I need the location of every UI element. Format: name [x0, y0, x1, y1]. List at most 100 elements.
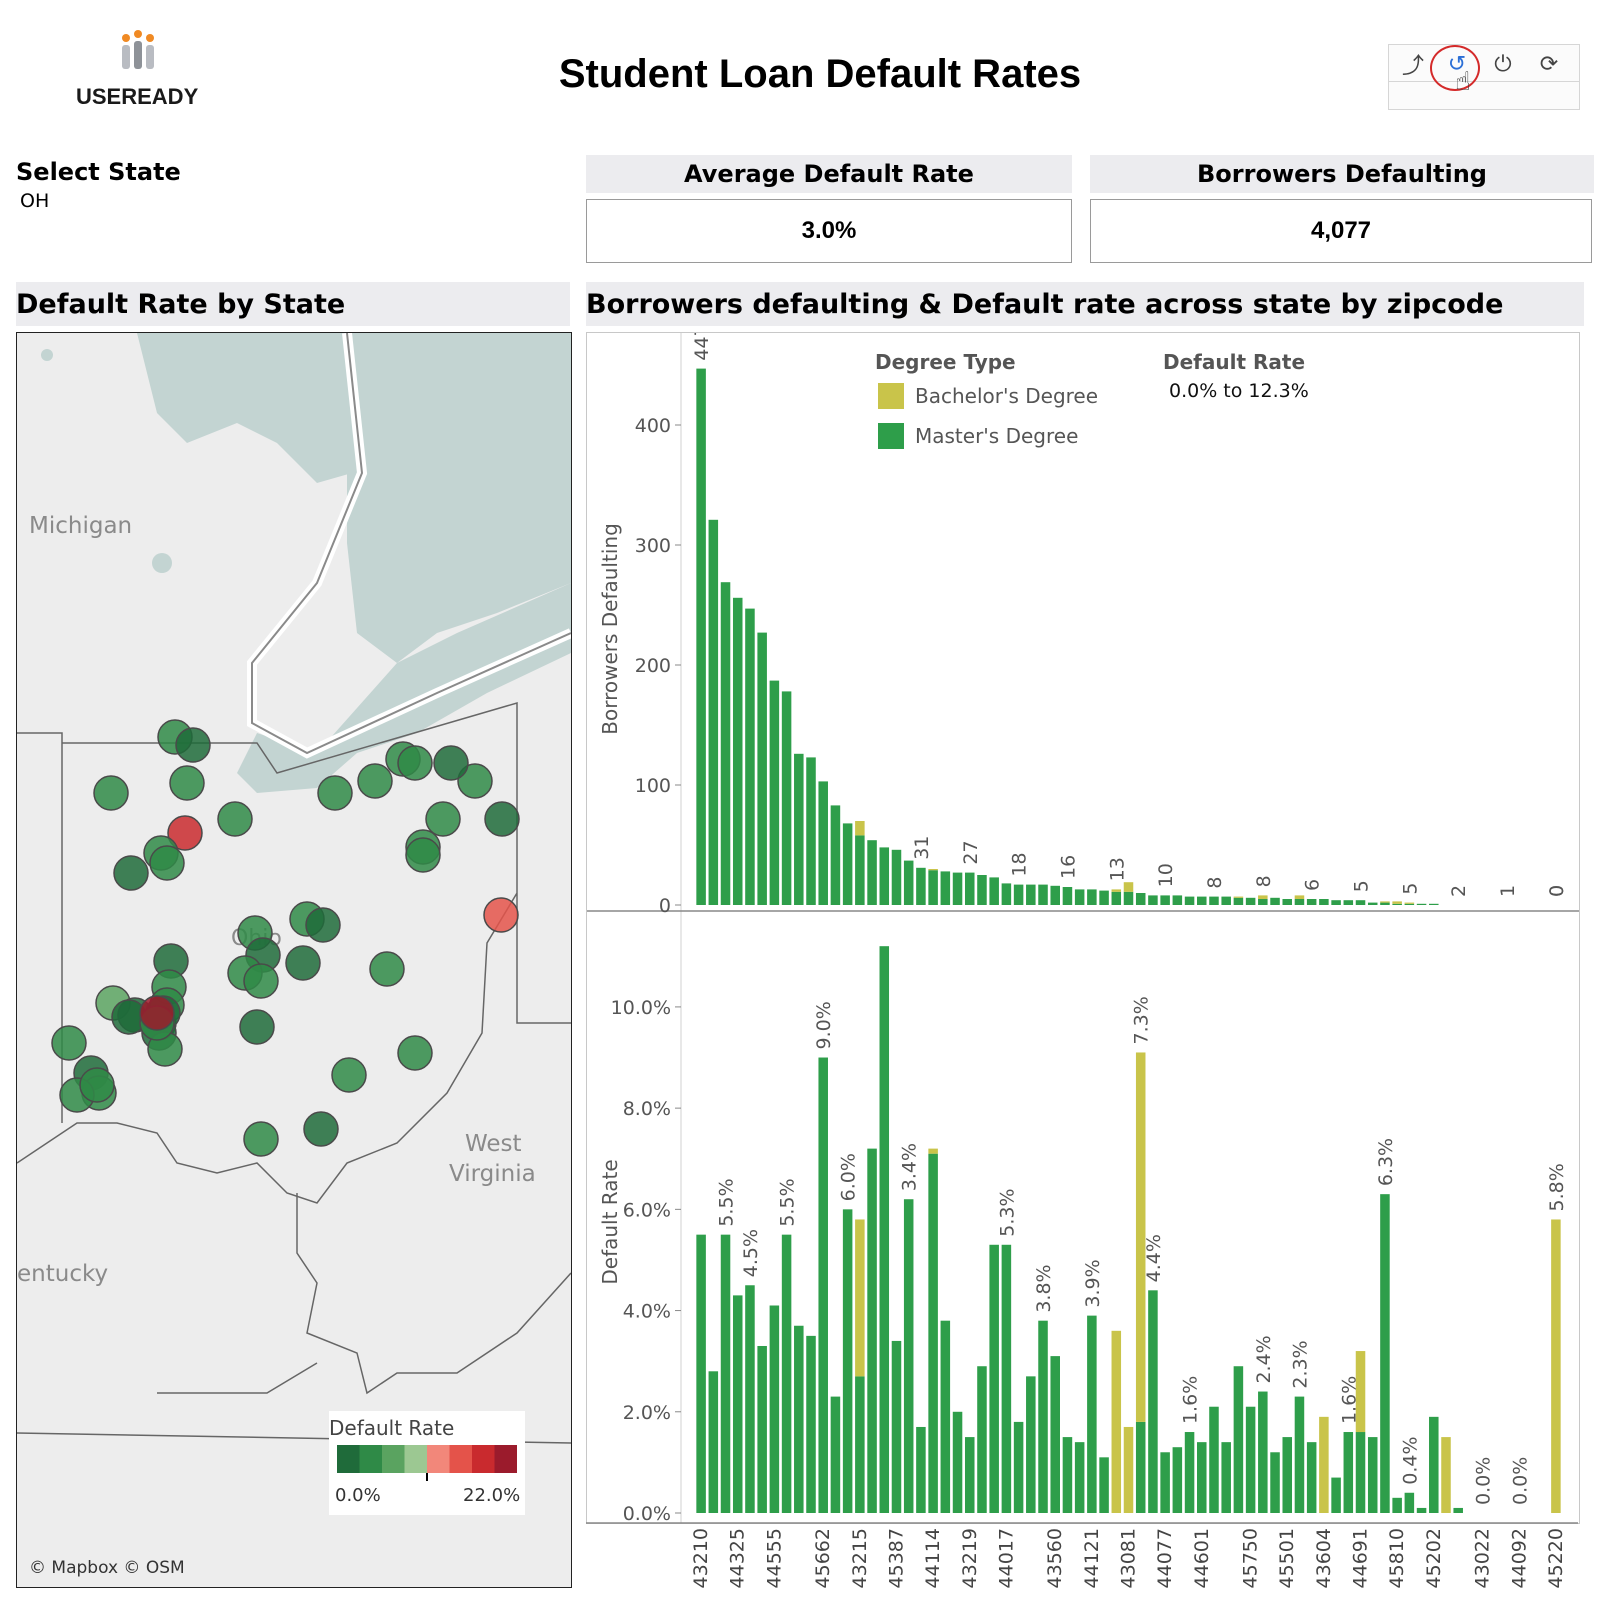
bar-master[interactable]: [903, 860, 914, 905]
bar-master[interactable]: [916, 1426, 926, 1513]
bar-master[interactable]: [1148, 895, 1158, 905]
bar-master[interactable]: [1367, 902, 1378, 905]
bar-master[interactable]: [1380, 1194, 1390, 1513]
bar-master[interactable]: [781, 1234, 792, 1513]
map-point[interactable]: [93, 775, 129, 811]
bar-master[interactable]: [1380, 902, 1390, 905]
bar-master[interactable]: [1270, 897, 1280, 905]
bar-bachelor[interactable]: [855, 1219, 865, 1377]
bar-master[interactable]: [1319, 899, 1329, 905]
bar-master[interactable]: [1233, 1366, 1244, 1513]
bar-master[interactable]: [732, 1295, 743, 1513]
bar-master[interactable]: [1404, 903, 1415, 905]
bar-master[interactable]: [879, 847, 890, 905]
bar-master[interactable]: [952, 1411, 963, 1513]
map-point[interactable]: [239, 1009, 275, 1045]
bar-bachelor[interactable]: [1551, 1219, 1561, 1513]
bar-master[interactable]: [903, 1199, 914, 1513]
bar-master[interactable]: [1221, 1442, 1231, 1513]
map-point[interactable]: [331, 1057, 367, 1093]
bar-master[interactable]: [1453, 1507, 1463, 1513]
bar-master[interactable]: [1172, 895, 1183, 905]
map-point[interactable]: [457, 763, 493, 799]
bar-master[interactable]: [1013, 1421, 1024, 1513]
bar-master[interactable]: [928, 1153, 938, 1513]
bar-bachelor[interactable]: [1392, 901, 1402, 904]
bar-master[interactable]: [1258, 1391, 1268, 1513]
bar-master[interactable]: [1050, 885, 1060, 905]
bar-bachelor[interactable]: [1258, 895, 1268, 899]
bar-master[interactable]: [879, 946, 890, 1513]
bar-bachelor[interactable]: [1111, 889, 1122, 892]
legend-entry[interactable]: Master's Degree: [915, 424, 1078, 448]
bar-master[interactable]: [720, 1234, 731, 1513]
bar-master[interactable]: [867, 840, 877, 905]
map-point[interactable]: [51, 1025, 87, 1061]
bar-master[interactable]: [1074, 1442, 1085, 1513]
bar-bachelor[interactable]: [1135, 1052, 1146, 1422]
map-point[interactable]: [483, 897, 519, 933]
bar-master[interactable]: [1135, 1421, 1146, 1513]
bar-master[interactable]: [1270, 1452, 1280, 1513]
bar-master[interactable]: [720, 582, 731, 905]
bar-master[interactable]: [830, 805, 841, 905]
bar-master[interactable]: [1038, 1320, 1048, 1513]
bar-master[interactable]: [1074, 889, 1085, 905]
bar-master[interactable]: [855, 835, 865, 905]
bar-master[interactable]: [1282, 1437, 1293, 1513]
bar-master[interactable]: [1429, 1416, 1439, 1513]
bar-master[interactable]: [830, 1396, 841, 1513]
bar-master[interactable]: [1343, 900, 1354, 905]
map-point[interactable]: [305, 907, 341, 943]
bar-master[interactable]: [916, 867, 926, 905]
bar-master[interactable]: [1282, 899, 1293, 905]
bar-master[interactable]: [928, 870, 938, 905]
bar-master[interactable]: [1416, 1507, 1427, 1513]
bar-master[interactable]: [867, 1148, 877, 1513]
bar-master[interactable]: [1184, 896, 1195, 905]
bar-master[interactable]: [1038, 884, 1048, 905]
bar-master[interactable]: [1160, 895, 1170, 905]
bar-master[interactable]: [1392, 903, 1402, 905]
bar-master[interactable]: [794, 1325, 804, 1513]
map-point[interactable]: [285, 945, 321, 981]
bar-master[interactable]: [806, 1335, 816, 1513]
bar-master[interactable]: [1001, 1244, 1012, 1513]
bar-master[interactable]: [1160, 1452, 1170, 1513]
bar-bachelor[interactable]: [1111, 1330, 1122, 1513]
bar-bachelor[interactable]: [928, 869, 938, 871]
map-point[interactable]: [79, 1067, 115, 1103]
bar-master[interactable]: [708, 519, 719, 905]
bar-bachelor[interactable]: [1123, 1426, 1134, 1513]
bar-master[interactable]: [1355, 900, 1366, 905]
bar-master[interactable]: [855, 1376, 865, 1513]
bar-master[interactable]: [781, 691, 792, 905]
state-map[interactable]: Michigan Ohio West Virginia entucky Defa…: [16, 332, 572, 1588]
bar-bachelor[interactable]: [1380, 901, 1390, 903]
bar-bachelor[interactable]: [928, 1148, 938, 1154]
power-icon[interactable]: ⏻: [1494, 51, 1512, 77]
bar-master[interactable]: [1087, 1315, 1097, 1513]
bar-master[interactable]: [769, 680, 780, 905]
select-state-dropdown[interactable]: OH: [20, 190, 50, 212]
bar-master[interactable]: [1209, 1406, 1219, 1513]
legend-swatch[interactable]: [878, 383, 904, 409]
map-point[interactable]: [167, 815, 203, 851]
bar-master[interactable]: [757, 632, 767, 905]
bar-master[interactable]: [745, 608, 755, 905]
map-point[interactable]: [357, 763, 393, 799]
bar-master[interactable]: [1111, 891, 1122, 905]
bar-master[interactable]: [1245, 897, 1256, 905]
bar-master[interactable]: [1306, 899, 1317, 905]
bar-master[interactable]: [1429, 903, 1439, 905]
share-icon[interactable]: ⤴: [1401, 54, 1424, 79]
map-point[interactable]: [149, 845, 185, 881]
bar-master[interactable]: [1392, 1497, 1402, 1513]
zipcode-chart[interactable]: 0 100 200 300 400 Borrowers Defaulting 447 31 27…: [586, 324, 1580, 1525]
bar-master[interactable]: [1026, 884, 1036, 905]
bar-master[interactable]: [842, 1209, 853, 1513]
map-point[interactable]: [433, 745, 469, 781]
bar-master[interactable]: [1087, 889, 1097, 905]
bar-master[interactable]: [1135, 893, 1146, 905]
map-point[interactable]: [317, 775, 353, 811]
